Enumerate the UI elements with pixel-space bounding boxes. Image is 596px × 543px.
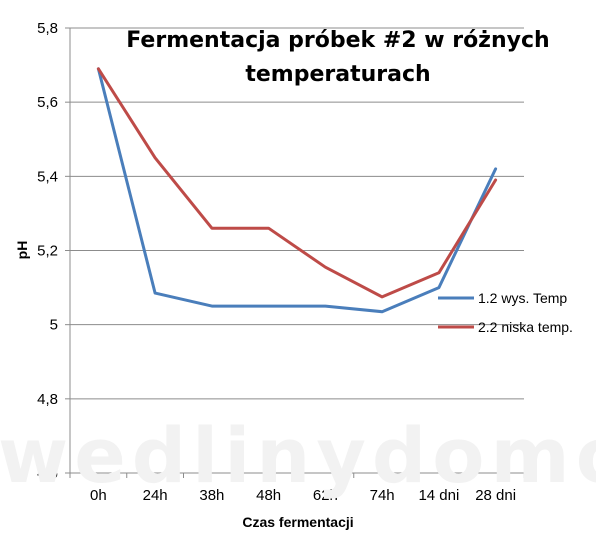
y-axis-title: pH bbox=[14, 241, 30, 260]
chart-title-line-2: temperaturach bbox=[245, 62, 430, 87]
chart-title-line-1: Fermentacja próbek #2 w różnych bbox=[126, 28, 549, 53]
x-tick-label: 38h bbox=[199, 487, 224, 504]
watermark: wedlinydomowe.pl bbox=[0, 411, 596, 500]
x-axis-title: Czas fermentacji bbox=[242, 514, 353, 530]
x-tick-labels: 0h 24h 38h 48h 62h 74h 14 dni 28 dni bbox=[69, 473, 525, 504]
series-lines bbox=[96, 67, 498, 314]
x-tick-label: 0h bbox=[90, 487, 107, 504]
x-tick-label: 48h bbox=[256, 487, 281, 504]
y-tick-label: 5 bbox=[50, 317, 58, 334]
x-tick-label: 14 dni bbox=[418, 487, 459, 504]
y-tick-label: 5,8 bbox=[37, 20, 58, 37]
x-tick-label: 24h bbox=[143, 487, 168, 504]
legend: 1.2 wys. Temp 2.2 niska temp. bbox=[438, 290, 573, 335]
y-tick-labels: 4,6 4,8 5 5,2 5,4 5,6 5,8 bbox=[37, 20, 70, 482]
y-tick-label: 5,2 bbox=[37, 243, 58, 260]
watermark-text: wedlinydomowe.pl bbox=[0, 411, 596, 500]
y-tick-label: 4,8 bbox=[37, 391, 58, 408]
legend-label: 2.2 niska temp. bbox=[478, 319, 573, 335]
x-tick-label: 62h bbox=[313, 487, 338, 504]
x-tick-label: 28 dni bbox=[475, 487, 516, 504]
series-line-2 bbox=[96, 67, 498, 299]
series-line-1 bbox=[96, 67, 498, 314]
chart-title: Fermentacja próbek #2 w różnych temperat… bbox=[126, 28, 549, 87]
y-tick-label: 5,6 bbox=[37, 94, 58, 111]
x-tick-label: 74h bbox=[370, 487, 395, 504]
y-tick-label: 4,6 bbox=[37, 465, 58, 482]
y-tick-label: 5,4 bbox=[37, 168, 58, 185]
legend-label: 1.2 wys. Temp bbox=[478, 290, 567, 306]
